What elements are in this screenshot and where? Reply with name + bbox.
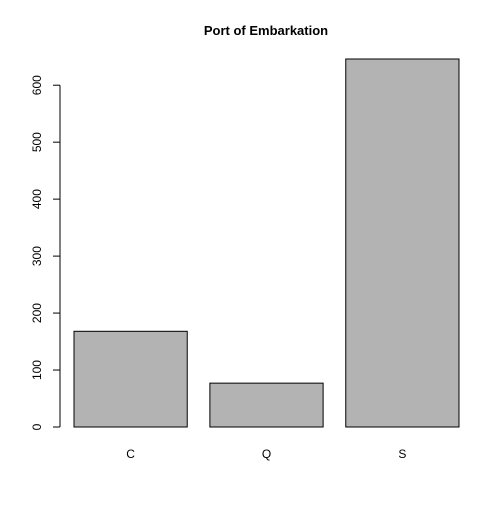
y-tick-label: 300 — [30, 246, 44, 266]
y-tick-label: 400 — [30, 189, 44, 209]
y-tick-label: 600 — [30, 75, 44, 95]
y-tick-label: 100 — [30, 360, 44, 380]
bar-q — [209, 382, 324, 428]
bar-c — [73, 330, 188, 428]
x-tick-label-c: C — [126, 447, 135, 461]
y-tick-label: 500 — [30, 132, 44, 152]
bars-layer — [73, 58, 460, 428]
x-tick-label-s: S — [398, 447, 406, 461]
x-tick-label-q: Q — [262, 447, 271, 461]
y-axis: 0 100 200 300 400 500 600 — [30, 75, 61, 430]
chart-title: Port of Embarkation — [204, 23, 328, 38]
y-tick-label: 200 — [30, 303, 44, 323]
bar-s — [345, 58, 460, 428]
y-tick-label: 0 — [30, 423, 44, 430]
